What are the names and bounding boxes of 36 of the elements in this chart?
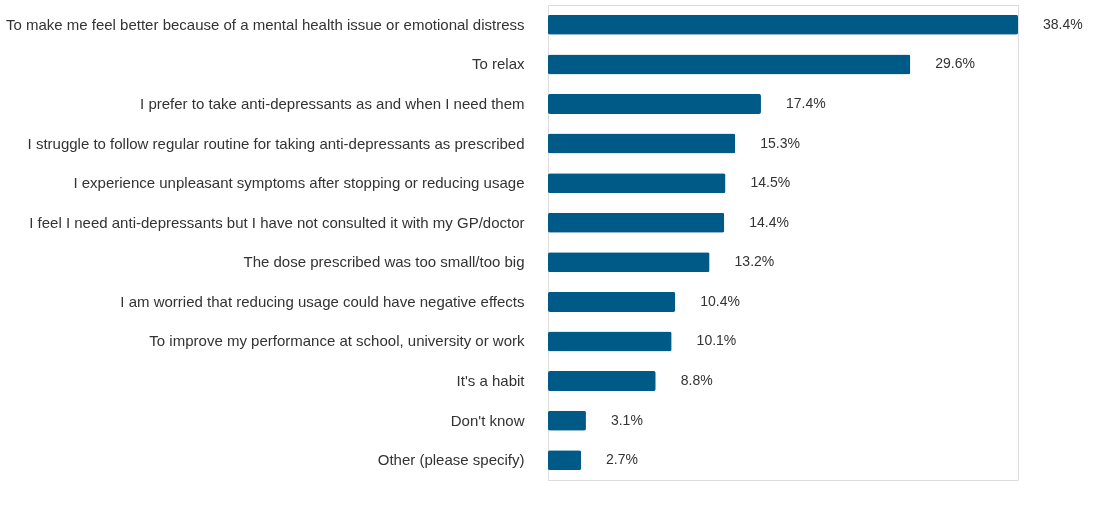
bar	[548, 450, 582, 471]
data-label: 8.8%	[680, 372, 713, 389]
bar	[548, 93, 761, 114]
y-tick-label: To make me feel better because of a mental health issue or emotional distress	[5, 15, 525, 33]
bar	[548, 173, 726, 194]
data-label: 14.5%	[750, 174, 791, 191]
y-tick-label: To relax	[471, 55, 525, 73]
y-tick-label: It's a habit	[456, 372, 526, 390]
data-label: 2.7%	[606, 451, 638, 468]
y-tick-label: I feel I need anti-depressants but I have not consulted it with my GP/doctor	[29, 213, 525, 231]
data-label: 14.4%	[749, 213, 789, 230]
data-label: 29.6%	[935, 55, 975, 72]
bar	[548, 133, 736, 154]
y-tick-label: I experience unpleasant symptoms after stopping or reducing usage	[73, 174, 525, 192]
bar	[548, 291, 676, 312]
data-label: 3.1%	[610, 411, 643, 428]
bar	[548, 212, 725, 233]
data-label: 17.4%	[785, 94, 826, 111]
y-tick-label: I prefer to take anti-depressants as and when I need them	[140, 94, 525, 112]
y-tick-label: To improve my performance at school, university or work	[149, 332, 525, 350]
bar	[548, 410, 586, 431]
bar	[548, 371, 656, 392]
y-tick-label: Other (please specify)	[377, 451, 525, 469]
data-label: 10.4%	[700, 292, 740, 309]
data-label: 13.2%	[734, 253, 775, 270]
bar	[548, 252, 710, 273]
y-tick-label: Don't know	[450, 411, 525, 429]
y-tick-label: I struggle to follow regular routine for taking anti-depressants as prescribed	[27, 134, 525, 152]
bar	[548, 14, 1018, 35]
data-label: 38.4%	[1043, 15, 1083, 32]
bar	[548, 54, 911, 75]
y-tick-label: I am worried that reducing usage could have negative effects	[120, 292, 525, 310]
bar	[548, 331, 672, 352]
y-tick-label: The dose prescribed was too small/too big	[243, 253, 525, 271]
data-label: 10.1%	[696, 332, 737, 349]
data-label: 15.3%	[760, 134, 800, 151]
